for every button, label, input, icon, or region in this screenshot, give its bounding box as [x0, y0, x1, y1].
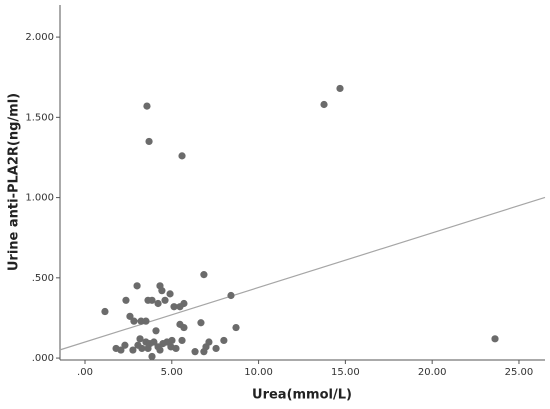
- point: [138, 344, 146, 353]
- point: [491, 335, 499, 343]
- point: [205, 338, 213, 346]
- point: [142, 317, 150, 325]
- fit-line: [59, 196, 546, 351]
- point: [166, 290, 174, 298]
- point: [150, 338, 158, 346]
- y-tick-label: .000: [32, 353, 54, 364]
- point: [220, 336, 228, 345]
- point: [101, 307, 109, 316]
- x-tick-label: 20.00: [418, 367, 447, 378]
- x-axis-title: Urea(mmol/L): [252, 388, 352, 403]
- point: [121, 341, 129, 349]
- point: [168, 336, 176, 345]
- point: [200, 271, 208, 279]
- point: [178, 152, 186, 160]
- x-tick-label: 25.00: [505, 367, 534, 378]
- y-tick-label: 1.500: [25, 112, 54, 123]
- x-tick-label: .00: [77, 367, 93, 378]
- y-tick-label: 2.000: [25, 32, 54, 43]
- point: [144, 344, 152, 353]
- point: [145, 137, 153, 146]
- point: [122, 296, 130, 304]
- y-tick-label: .500: [32, 273, 54, 284]
- x-tick-label: 5.00: [161, 367, 183, 378]
- point: [320, 100, 328, 109]
- point: [133, 282, 141, 290]
- point: [143, 102, 151, 110]
- point: [126, 312, 134, 320]
- point: [152, 327, 160, 335]
- point: [191, 348, 199, 356]
- point: [130, 317, 138, 325]
- point: [161, 296, 169, 304]
- point: [178, 336, 186, 345]
- x-tick-label: 10.00: [244, 367, 273, 378]
- point: [200, 348, 208, 356]
- point: [148, 352, 156, 361]
- point: [227, 291, 235, 300]
- point: [180, 299, 188, 308]
- x-tick-label: 15.00: [331, 367, 360, 378]
- point: [212, 344, 220, 353]
- point: [180, 323, 188, 332]
- point: [197, 319, 205, 327]
- point: [232, 323, 240, 332]
- point: [336, 84, 344, 93]
- point: [154, 299, 162, 308]
- point: [148, 296, 156, 304]
- y-axis-title: Urine anti-PLA2R(ng/ml): [7, 93, 22, 271]
- point: [117, 346, 125, 354]
- y-tick-label: 1.000: [25, 193, 54, 204]
- point: [129, 346, 137, 354]
- point: [158, 287, 166, 295]
- point: [136, 335, 144, 343]
- point: [172, 344, 180, 353]
- point: [170, 303, 178, 311]
- point: [156, 346, 164, 354]
